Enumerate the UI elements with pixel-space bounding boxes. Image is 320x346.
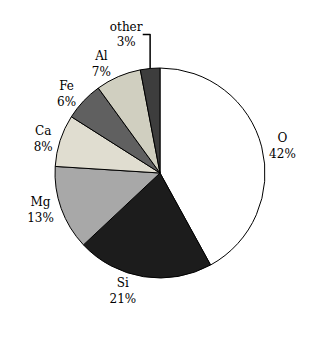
svg-text:Al7%: Al7% [92,49,111,79]
svg-text:Mg13%: Mg13% [27,195,54,225]
svg-text:other3%: other3% [110,20,143,50]
svg-text:Ca8%: Ca8% [34,124,53,154]
svg-text:Si21%: Si21% [110,276,137,306]
svg-text:O42%: O42% [269,131,296,161]
svg-text:Fe6%: Fe6% [57,79,76,109]
